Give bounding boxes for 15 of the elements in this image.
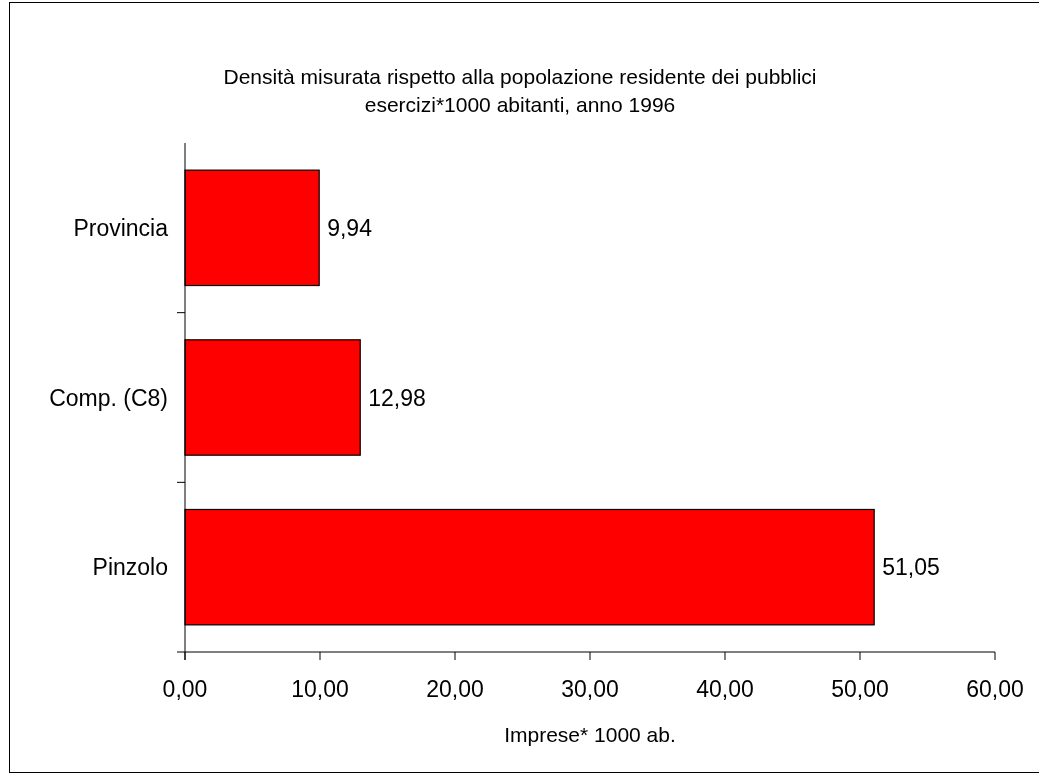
data-label: 51,05: [882, 554, 940, 581]
y-tick-label: Comp. (C8): [49, 384, 168, 411]
x-tick-label: 0,00: [162, 676, 208, 702]
x-tick-label: 60,00: [966, 676, 1024, 702]
chart-title: Densità misurata rispetto alla popolazione residente dei pubblici esercizi*1000 abitanti, anno 1996: [223, 65, 817, 116]
x-tick-label: 10,00: [291, 676, 349, 702]
y-tick-label: Provincia: [73, 214, 169, 241]
x-tick-label: 30,00: [561, 676, 619, 702]
x-tick-label: 50,00: [831, 676, 889, 702]
x-axis-title: Imprese* 1000 ab.: [504, 723, 676, 746]
data-label: 9,94: [327, 214, 373, 241]
y-tick-label: Pinzolo: [92, 554, 168, 581]
data-label: 12,98: [368, 384, 426, 411]
x-tick-label: 20,00: [426, 676, 484, 702]
x-tick-label: 40,00: [696, 676, 754, 702]
